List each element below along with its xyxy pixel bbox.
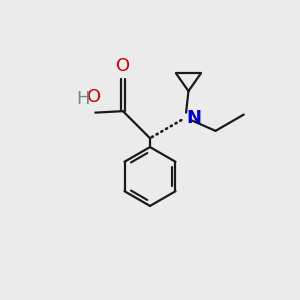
Text: O: O [116,57,130,75]
Text: O: O [87,88,101,106]
Text: H: H [76,90,90,108]
Text: N: N [187,110,202,128]
